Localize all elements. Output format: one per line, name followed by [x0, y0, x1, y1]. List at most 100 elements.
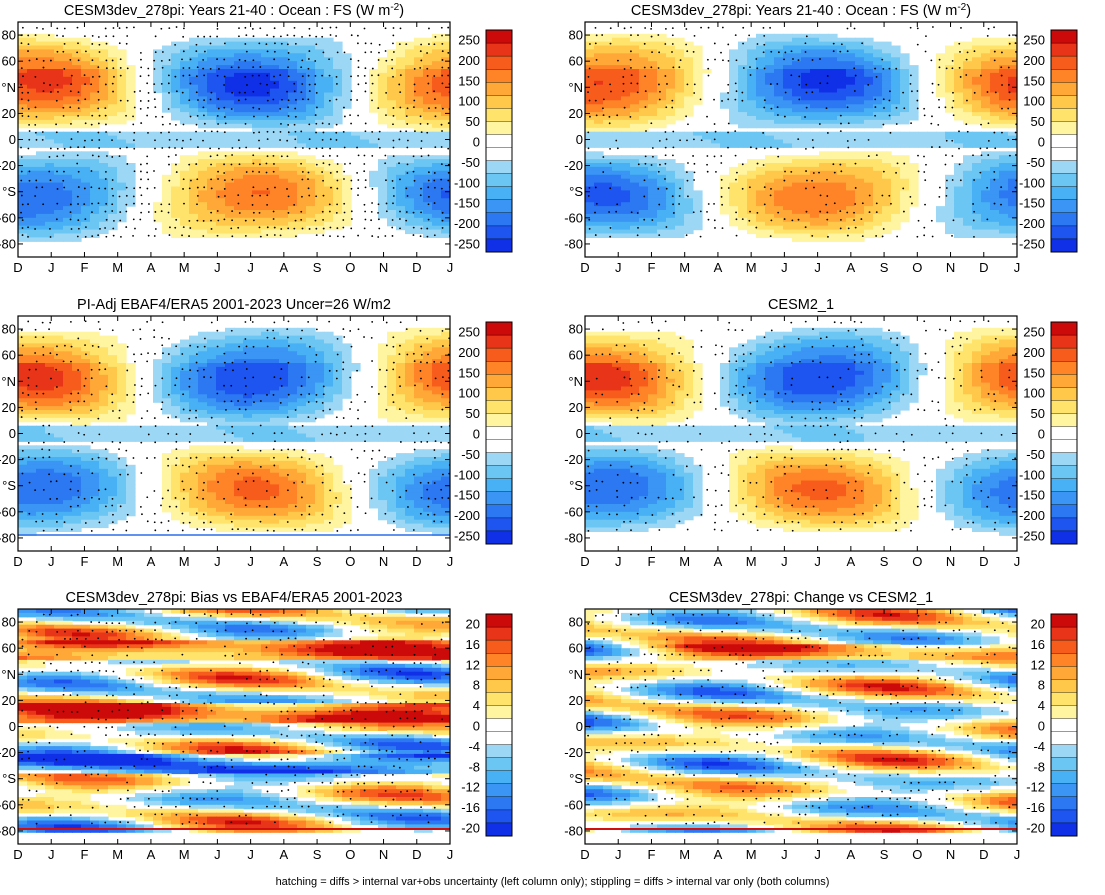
contour-cell	[999, 61, 1009, 66]
stipple-dot	[183, 202, 185, 205]
x-tick-label: S	[313, 260, 322, 275]
stipple-dot	[413, 179, 416, 182]
contour-cell	[297, 112, 307, 117]
contour-cell	[441, 49, 450, 54]
contour-cell	[756, 37, 766, 43]
contour-cell	[72, 72, 82, 78]
contour-cell	[972, 174, 982, 180]
contour-cell	[243, 139, 253, 144]
contour-cell	[621, 139, 631, 144]
colorbar-swatch	[485, 42, 513, 57]
contour-cell	[297, 206, 307, 211]
contour-cell	[423, 143, 433, 148]
contour-cell	[945, 80, 955, 86]
contour-cell	[639, 33, 649, 39]
stipple-dot	[336, 227, 339, 230]
stipple-dot	[223, 131, 226, 134]
stipple-dot	[27, 147, 30, 150]
contour-cell	[1008, 57, 1017, 62]
contour-cell	[657, 202, 667, 207]
contour-cell	[954, 225, 964, 231]
contour-cell	[846, 166, 856, 172]
contour-cell	[612, 33, 622, 39]
contour-cell	[873, 65, 883, 70]
stipple-dot	[447, 51, 450, 54]
contour-cell	[315, 84, 325, 90]
contour-cell	[837, 65, 847, 70]
contour-cell	[981, 112, 991, 117]
contour-cell	[81, 217, 91, 223]
contour-cell	[936, 72, 946, 78]
stipple-dot	[385, 202, 388, 205]
stipple-dot	[399, 106, 402, 109]
stipple-dot	[197, 99, 199, 101]
contour-cell	[414, 84, 424, 90]
contour-cell	[423, 159, 433, 164]
stipple-dot	[57, 90, 59, 93]
y-tick-label: -60	[0, 210, 16, 225]
contour-cell	[342, 104, 352, 109]
contour-cell	[432, 116, 442, 121]
contour-cell	[765, 92, 775, 97]
stipple-dot	[217, 219, 220, 222]
contour-cell	[18, 135, 28, 141]
contour-cell	[873, 135, 883, 141]
contour-cell	[261, 76, 271, 82]
contour-cell	[621, 119, 631, 125]
contour-cell	[180, 217, 190, 223]
contour-cell	[72, 190, 82, 195]
contour-cell	[306, 127, 316, 133]
stipple-dot	[287, 66, 289, 69]
contour-cell	[603, 229, 613, 235]
contour-cell	[54, 155, 64, 160]
contour-cell	[819, 202, 829, 207]
contour-cell	[720, 186, 730, 191]
contour-cell	[1008, 88, 1017, 94]
contour-cell	[729, 194, 739, 199]
contour-cell	[171, 139, 181, 144]
stipple-dot	[27, 43, 30, 46]
contour-cell	[36, 178, 46, 184]
contour-cell	[405, 135, 415, 141]
contour-cell	[54, 186, 64, 191]
contour-cell	[711, 143, 721, 148]
contour-cell	[585, 53, 595, 58]
contour-cell	[981, 108, 991, 113]
stipple-dot	[330, 186, 332, 189]
contour-cell	[441, 194, 450, 199]
contour-cell	[369, 84, 379, 90]
contour-cell	[63, 41, 73, 47]
stipple-dot	[41, 186, 44, 189]
contour-cell	[648, 33, 658, 39]
contour-cell	[810, 225, 820, 231]
contour-cell	[675, 49, 685, 54]
contour-cell	[414, 190, 424, 195]
stipple-dot	[392, 139, 395, 142]
stipple-dot	[406, 123, 409, 125]
colorbar-swatch	[485, 173, 513, 188]
colorbar-label: 50	[466, 114, 480, 129]
contour-cell	[819, 131, 829, 137]
contour-cell	[639, 65, 649, 70]
contour-cell	[891, 92, 901, 97]
contour-cell	[279, 61, 289, 66]
contour-cell	[747, 206, 757, 211]
contour-cell	[738, 170, 748, 176]
contour-cell	[648, 194, 658, 199]
contour-cell	[855, 76, 865, 82]
contour-cell	[693, 100, 703, 105]
contour-cell	[693, 88, 703, 94]
contour-cell	[234, 229, 244, 235]
contour-cell	[198, 221, 208, 227]
contour-cell	[279, 166, 289, 172]
contour-cell	[882, 174, 892, 180]
contour-cell	[207, 131, 217, 137]
contour-cell	[171, 202, 181, 207]
contour-cell	[630, 57, 640, 62]
contour-cell	[378, 206, 388, 211]
stipple-dot	[105, 42, 108, 45]
title-text: CESM3dev_278pi: Years 21-40 : Ocean : FS…	[631, 3, 957, 19]
contour-cell	[612, 139, 622, 144]
contour-cell	[738, 84, 748, 90]
contour-cell	[54, 225, 64, 231]
